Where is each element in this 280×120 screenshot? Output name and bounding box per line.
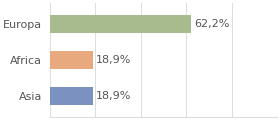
Text: 62,2%: 62,2%	[195, 19, 230, 29]
Bar	[50, 87, 93, 105]
Bar	[50, 15, 191, 33]
Bar	[50, 51, 93, 69]
Text: 18,9%: 18,9%	[96, 55, 131, 65]
Text: 18,9%: 18,9%	[96, 91, 131, 101]
